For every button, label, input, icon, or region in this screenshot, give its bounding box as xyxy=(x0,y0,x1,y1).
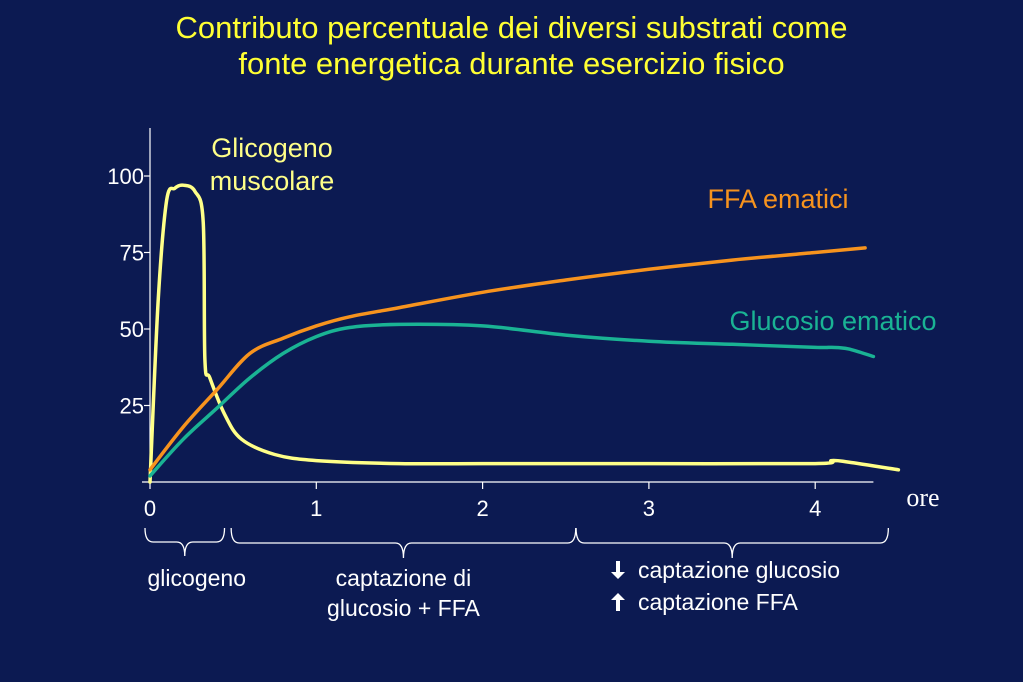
arrow-up-icon xyxy=(611,593,625,611)
series-line-0 xyxy=(148,183,901,484)
series-label-0: muscolare xyxy=(210,166,335,196)
brace-captazione-late xyxy=(575,527,889,559)
series-line-1 xyxy=(148,246,867,472)
x-tick-label: 3 xyxy=(643,496,655,521)
x-axis-unit-label: ore xyxy=(906,483,939,512)
y-tick-label: 25 xyxy=(120,394,144,419)
phase-label-captazione-late: captazione FFA xyxy=(638,589,798,615)
y-tick-label: 50 xyxy=(120,317,144,342)
title-line-2: fonte energetica durante esercizio fisic… xyxy=(238,46,785,81)
brace-captazione xyxy=(230,527,577,559)
phase-label-captazione: captazione di xyxy=(336,565,472,591)
phase-label-glicogeno: glicogeno xyxy=(148,565,246,591)
arrow-down-shape xyxy=(611,561,625,579)
series-label-1: FFA ematici xyxy=(707,184,848,214)
series-label-2: Glucosio ematico xyxy=(729,306,936,336)
series-label-0: Glicogeno xyxy=(211,133,333,163)
y-tick-label: 100 xyxy=(107,164,144,189)
phase-label-captazione: glucosio + FFA xyxy=(327,595,480,621)
chart-title: Contributo percentuale dei diversi subst… xyxy=(0,10,1023,82)
arrow-up-shape xyxy=(611,593,625,611)
brace-glicogeno xyxy=(144,527,226,557)
x-tick-label: 1 xyxy=(310,496,322,521)
series-line-2 xyxy=(148,322,876,478)
x-tick-label: 2 xyxy=(476,496,488,521)
arrow-down-icon xyxy=(611,561,625,579)
x-tick-label: 0 xyxy=(144,496,156,521)
y-tick-label: 75 xyxy=(120,241,144,266)
title-line-1: Contributo percentuale dei diversi subst… xyxy=(175,10,848,45)
x-tick-label: 4 xyxy=(809,496,821,521)
phase-label-captazione-late: captazione glucosio xyxy=(638,557,840,583)
